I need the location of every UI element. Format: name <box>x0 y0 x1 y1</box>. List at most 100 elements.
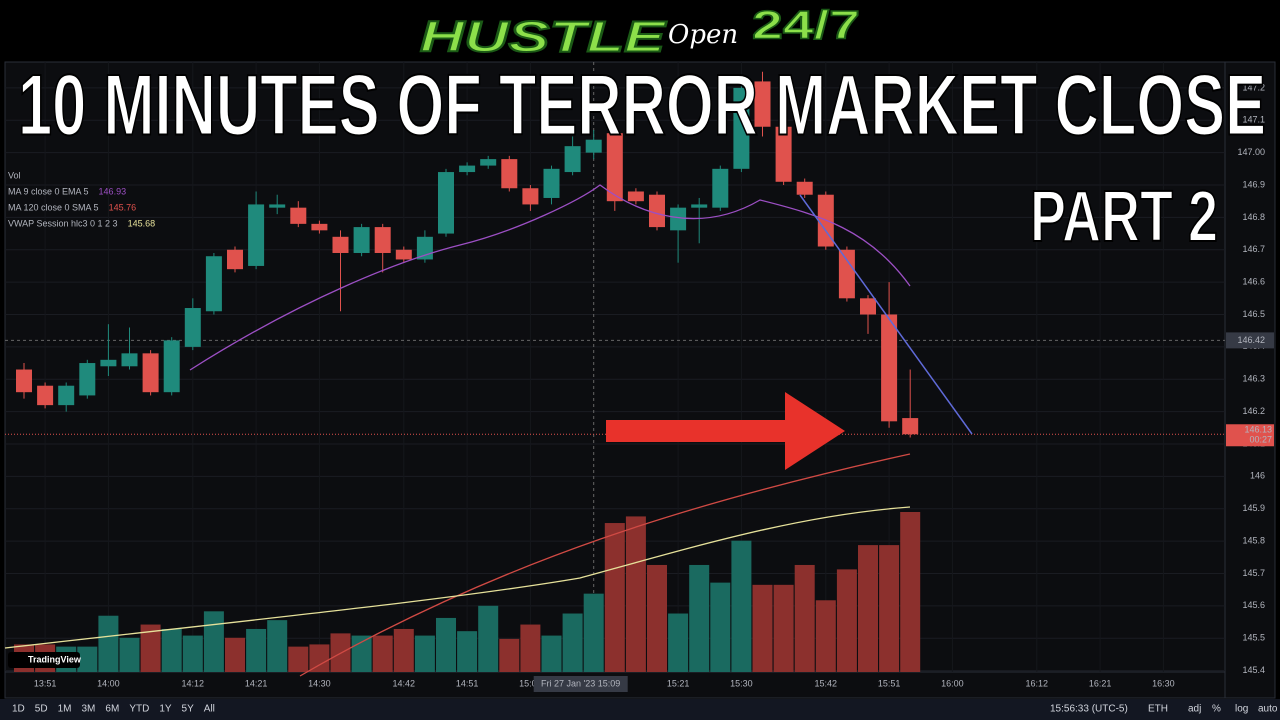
option-button[interactable]: % <box>1212 704 1221 715</box>
range-button[interactable]: 5D <box>35 704 48 715</box>
candle-body <box>712 168 729 208</box>
candle-body <box>205 256 222 312</box>
candle-body <box>395 249 412 260</box>
range-button[interactable]: 1D <box>12 704 25 715</box>
option-button[interactable]: log <box>1235 704 1248 715</box>
subtitle: PART 2 <box>1030 177 1218 257</box>
last-price-box <box>1226 424 1274 447</box>
volume-bar <box>140 624 161 672</box>
x-tick-label: 16:21 <box>1089 678 1112 688</box>
x-tick-label: 15:30 <box>730 678 753 688</box>
y-tick-label: 147.1 <box>1242 115 1265 125</box>
legend-value: 145.68 <box>128 218 156 228</box>
candle-body <box>79 363 96 396</box>
volume-bar <box>77 646 98 672</box>
candle-body <box>564 146 581 173</box>
candle-body <box>733 87 750 169</box>
vwap-line <box>4 506 911 649</box>
legend-name: Vol <box>8 170 21 180</box>
volume-bar <box>668 613 689 672</box>
y-tick-label: 145.9 <box>1242 503 1265 513</box>
candle-body <box>163 340 180 393</box>
volume-bar <box>372 635 393 672</box>
volume-bar <box>436 617 456 672</box>
x-tick-label: 14:42 <box>393 678 416 688</box>
volume-bar <box>309 644 330 672</box>
candle-body <box>37 385 54 406</box>
trend-line <box>799 194 973 435</box>
x-tick-label: 14:00 <box>97 678 120 688</box>
candle-body <box>269 204 286 208</box>
volume-bar <box>773 584 794 672</box>
title: 10 MINUTES OF TERROR MARKET CLOSE <box>18 58 1266 154</box>
candle-body <box>374 227 391 253</box>
volume-bar <box>647 564 667 672</box>
volume-bar <box>520 624 541 672</box>
candle-body <box>754 81 771 127</box>
volume-bar <box>182 635 203 672</box>
x-tick-label: 14:12 <box>182 678 205 688</box>
ema-line <box>189 184 911 371</box>
volume-bar <box>815 600 836 672</box>
candle-body <box>438 172 454 234</box>
candle-body <box>543 168 560 198</box>
option-button[interactable]: adj <box>1188 704 1201 715</box>
range-button[interactable]: 1Y <box>159 704 172 715</box>
range-button[interactable]: 1M <box>58 704 72 715</box>
volume-bar <box>752 584 773 672</box>
crosshair-x-box <box>533 676 628 692</box>
logo-brand: HUSTLE <box>420 13 667 62</box>
volume-bar <box>604 523 625 672</box>
volume-bar <box>710 582 731 672</box>
legend-value: 146.93 <box>99 186 127 196</box>
volume-bar <box>689 564 710 672</box>
volume-bar <box>858 545 878 672</box>
y-tick-label: 145.5 <box>1242 633 1265 643</box>
y-tick-label: 145.8 <box>1242 535 1265 545</box>
volume-bar <box>879 545 900 672</box>
volume-bar <box>625 516 646 672</box>
candle-body <box>121 353 138 367</box>
candle-body <box>670 207 687 231</box>
x-tick-label: 14:51 <box>456 678 479 688</box>
option-button[interactable]: auto <box>1258 704 1278 715</box>
y-tick-label: 146 <box>1250 471 1265 481</box>
volume-bar <box>161 628 182 672</box>
legend-name: VWAP Session hlc3 0 1 2 3 <box>8 218 118 228</box>
volume-bar <box>900 512 921 672</box>
option-button[interactable]: ETH <box>1148 704 1168 715</box>
candle-body <box>796 181 813 195</box>
volume-bar <box>457 631 478 672</box>
x-tick-label: 16:30 <box>1152 678 1175 688</box>
y-tick-label: 146.9 <box>1242 179 1265 189</box>
y-tick-label: 145.7 <box>1242 568 1265 578</box>
range-button[interactable]: 3M <box>82 704 96 715</box>
candle-body <box>775 126 792 182</box>
range-button[interactable]: All <box>204 704 215 715</box>
legend-name: MA 9 close 0 EMA 5 <box>8 186 89 196</box>
range-button[interactable]: 5Y <box>182 704 195 715</box>
candle-body <box>606 133 623 202</box>
y-tick-label: 146.5 <box>1242 309 1265 319</box>
candle-body <box>100 359 117 367</box>
volume-bar <box>288 646 309 672</box>
y-tick-label: 146.3 <box>1242 374 1265 384</box>
range-button[interactable]: YTD <box>129 704 149 715</box>
toolbar <box>0 699 1280 720</box>
candle-body <box>142 353 159 393</box>
volume-bar <box>583 593 604 672</box>
x-tick-label: 14:21 <box>245 678 268 688</box>
crosshair-price-box <box>1226 332 1274 349</box>
volume-bar <box>731 540 752 672</box>
x-tick-label: 15:51 <box>878 678 901 688</box>
y-tick-label: 145.6 <box>1242 600 1265 610</box>
sma-line <box>299 453 911 677</box>
last-price-label: 146.13 <box>1244 425 1272 435</box>
candle-body <box>248 204 265 266</box>
candle-body <box>501 159 518 189</box>
range-button[interactable]: 6M <box>105 704 119 715</box>
candle-body <box>902 418 919 435</box>
candle-body <box>311 223 328 231</box>
candle-body <box>691 204 708 208</box>
